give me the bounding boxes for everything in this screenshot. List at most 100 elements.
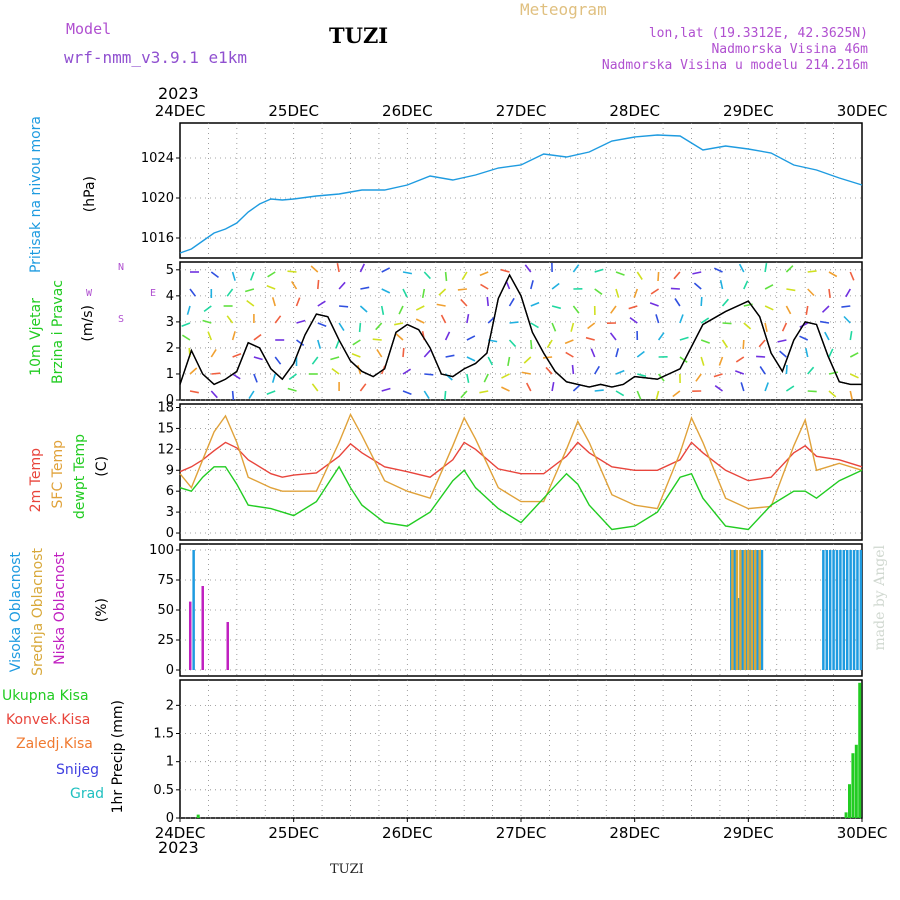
wind-arrow xyxy=(296,339,305,347)
wind-arrow xyxy=(339,305,349,308)
wind-arrow xyxy=(421,288,426,299)
wind-arrow xyxy=(824,331,830,341)
wind-arrow xyxy=(402,347,405,358)
wind-arrow xyxy=(438,288,447,296)
wind-arrow xyxy=(679,314,684,324)
wind-arrow xyxy=(657,271,660,282)
wind-arrow xyxy=(231,271,236,281)
wind-arrow xyxy=(615,348,620,358)
lonlat-label: lon,lat (19.3312E, 42.3625N) xyxy=(648,26,868,41)
compass-legend: N W E S xyxy=(84,262,157,326)
wind-arrow xyxy=(670,287,680,290)
wind-arrow xyxy=(466,373,470,383)
wind-arrow xyxy=(423,271,431,280)
wind-arrow xyxy=(594,268,604,273)
wind-arrow xyxy=(310,265,319,273)
wind-arrow xyxy=(508,339,517,348)
wind-arrow xyxy=(572,264,580,273)
year-bottom: 2023 xyxy=(158,838,199,857)
wind-arrow xyxy=(713,373,723,378)
wind-arrow xyxy=(457,288,467,291)
wind-arrow xyxy=(311,383,319,392)
elevation-label: Nadmorska Visina 46m xyxy=(711,42,868,57)
wind-arrow xyxy=(805,305,809,316)
wind-arrow xyxy=(655,390,660,400)
wind-arrow xyxy=(508,297,515,307)
wind-arrow xyxy=(501,373,510,379)
wind-arrow xyxy=(551,322,557,332)
ytick-label-pressure: 1024 xyxy=(141,151,174,166)
wind-arrow xyxy=(828,271,838,278)
wind-arrow xyxy=(381,387,391,392)
wind-arrow xyxy=(210,390,218,399)
wind-arrow xyxy=(764,262,768,273)
wind-arrow xyxy=(759,366,766,375)
wind-arrow xyxy=(650,288,660,295)
date-label-top: 28DEC xyxy=(609,102,660,120)
wind-arrow xyxy=(849,330,853,341)
wind-arrow xyxy=(633,288,639,298)
ytick-label-clouds: 0 xyxy=(166,663,174,678)
bar-cloud_high xyxy=(733,550,736,670)
bar-cloud_high xyxy=(859,550,863,670)
wind-arrow xyxy=(843,315,851,324)
date-label-top: 25DEC xyxy=(268,102,319,120)
wind-arrow xyxy=(807,270,817,273)
wind-arrow xyxy=(570,322,575,332)
bar-cloud_high xyxy=(825,550,829,670)
wind-arrow xyxy=(189,288,197,297)
wind-arrow xyxy=(480,283,489,290)
bar-precip_total xyxy=(847,784,851,818)
line-dewpt xyxy=(179,465,863,531)
wind-arrow xyxy=(394,322,404,326)
wind-arrow xyxy=(189,390,199,394)
bar-cloud_mid xyxy=(735,550,739,670)
wind-arrow xyxy=(479,271,489,277)
wind-arrow xyxy=(444,390,447,401)
wind-arrow xyxy=(629,317,638,324)
wind-arrow xyxy=(649,302,659,307)
wind-arrow xyxy=(358,322,362,333)
wind-arrow xyxy=(226,288,234,297)
precip-legend-total: Ukupna Kisa xyxy=(2,688,89,704)
date-label-top: 30DEC xyxy=(837,102,888,120)
wind-arrow xyxy=(543,356,553,359)
ytick-label-wind: 2 xyxy=(166,341,174,356)
wind-arrow xyxy=(785,385,795,392)
wind-arrow xyxy=(674,298,681,307)
wind-arrow xyxy=(402,271,413,275)
wind-arrow xyxy=(423,390,430,400)
wind-arrow xyxy=(249,271,255,281)
wind-arrow xyxy=(253,333,262,341)
ytick-label-temperature: 15 xyxy=(157,421,174,436)
wind-arrow xyxy=(828,288,831,298)
wind-arrow xyxy=(764,305,774,311)
wind-arrow xyxy=(756,355,766,358)
wind-arrow xyxy=(359,383,367,392)
wind-arrow xyxy=(376,348,383,358)
wind-arrow xyxy=(700,317,710,324)
wind-arrow xyxy=(395,333,404,341)
wind-arrow xyxy=(181,322,191,327)
wind-arrow xyxy=(594,288,603,295)
bar-cloud_mid xyxy=(731,550,734,670)
date-label-bottom: 25DEC xyxy=(268,824,319,842)
wind-arrow xyxy=(546,339,553,349)
compass-east: E xyxy=(150,288,157,299)
wind-arrow xyxy=(246,299,255,307)
bar-cloud_high xyxy=(845,550,849,670)
wind-arrow xyxy=(444,271,448,282)
ytick-label-pressure: 1016 xyxy=(141,231,174,246)
wind-arrow xyxy=(248,390,255,400)
station-title: TUZI xyxy=(329,23,389,48)
wind-arrow xyxy=(266,285,276,290)
wind-arrow xyxy=(849,390,853,400)
wind-arrow xyxy=(530,280,534,290)
wind-arrow xyxy=(338,281,346,290)
date-label-bottom: 26DEC xyxy=(382,824,433,842)
wind-arrow xyxy=(359,305,368,313)
ytick-label-clouds: 50 xyxy=(157,603,174,618)
wind-arrow xyxy=(381,288,391,294)
line-wind_speed xyxy=(179,273,862,388)
bar-cloud_low xyxy=(226,622,229,670)
